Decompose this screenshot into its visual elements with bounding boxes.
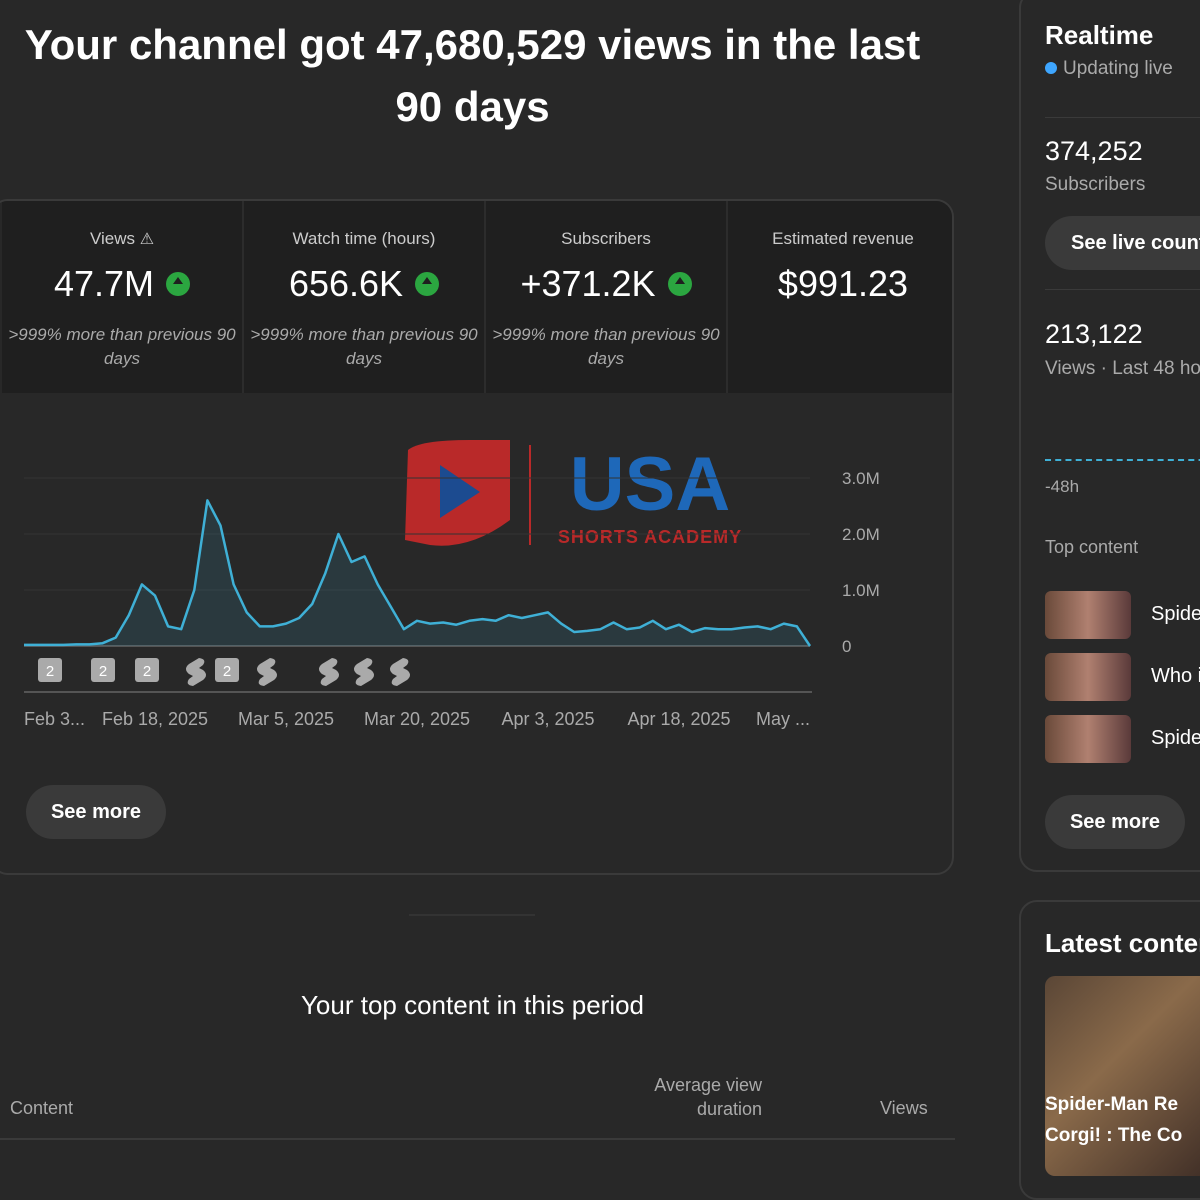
views-count: 213,122 xyxy=(1045,319,1143,349)
sparkline xyxy=(1045,459,1200,461)
thumbnail[interactable] xyxy=(1045,715,1131,763)
thumbnail[interactable] xyxy=(1045,591,1131,639)
x-tick-label: Apr 18, 2025 xyxy=(627,709,730,729)
shorts-icon xyxy=(257,658,277,686)
page-title: Your channel got 47,680,529 views in the… xyxy=(24,21,921,130)
metric-label: Watch time (hours) xyxy=(292,229,436,248)
metric[interactable]: Views ⚠ 47.7M >999% more than previous 9… xyxy=(2,201,244,393)
column-header[interactable]: Content xyxy=(10,1098,74,1118)
latest-card: Latest content Spider-Man Re Corgi! : The… xyxy=(1019,900,1200,1200)
rule xyxy=(1045,117,1200,118)
label: Views xyxy=(89,229,135,248)
shorts-icon xyxy=(354,658,374,686)
badge-label: 2 xyxy=(223,663,231,680)
thumbnail[interactable] xyxy=(1045,653,1131,701)
overview-card: Views ⚠ 47.7M >999% more than previous 9… xyxy=(0,199,954,875)
event-badge: 2 xyxy=(135,658,159,682)
metric-change: >999% more than previous 90 days xyxy=(250,325,478,368)
event-badge: 2 xyxy=(215,658,239,682)
metric[interactable]: Watch time (hours) 656.6K >999% more tha… xyxy=(244,201,486,393)
watermark: USA SHORTS ACADEMY xyxy=(405,440,742,547)
badge-label: 2 xyxy=(46,663,54,680)
live-count-button[interactable]: See live count xyxy=(1045,216,1200,270)
see-more-button[interactable]: See more xyxy=(26,785,166,839)
realtime-status: Updating live xyxy=(1045,58,1173,80)
metric-value: $991.23 xyxy=(777,263,909,304)
line: Corgi! : The Co xyxy=(1045,1125,1183,1146)
y-tick-label: 0 xyxy=(842,637,851,656)
x-tick-label: Apr 3, 2025 xyxy=(501,709,594,729)
value: +371.2K xyxy=(520,263,656,304)
value: 656.6K xyxy=(288,263,404,304)
rule xyxy=(1045,289,1200,290)
badge-box xyxy=(135,658,159,682)
metric-value: 47.7M xyxy=(2,263,242,305)
metric-value: 656.6K xyxy=(244,263,484,305)
area xyxy=(24,500,810,646)
x-tick-label: Mar 5, 2025 xyxy=(238,709,334,729)
subscriber-label: Subscribers xyxy=(1045,174,1146,195)
item-title[interactable]: Who i xyxy=(1151,665,1200,687)
y-tick-label: 1.0M xyxy=(842,581,880,600)
top-content-title: Top content xyxy=(1045,537,1139,557)
line: Spider-Man Re xyxy=(1045,1094,1179,1115)
chart: USA SHORTS ACADEMY 0 1.0M 2.0M 3.0M Feb 3...… xyxy=(24,440,880,729)
status: Updating live xyxy=(1063,58,1173,79)
metric-label: Estimated revenue xyxy=(772,229,914,248)
video-thumbnail[interactable] xyxy=(1045,976,1200,1176)
line xyxy=(24,499,812,647)
watermark-subtitle: SHORTS ACADEMY xyxy=(558,527,742,547)
event-badge: 2 xyxy=(38,658,62,682)
metric-label: Views ⚠ xyxy=(89,229,155,248)
badge-box xyxy=(215,658,239,682)
value: 47.7M xyxy=(53,263,155,304)
metric[interactable]: Subscribers +371.2K >999% more than prev… xyxy=(486,201,728,393)
metric-change: >999% more than previous 90 days xyxy=(492,325,720,368)
x-tick-label: Feb 3... xyxy=(24,709,85,729)
item-title[interactable]: Spide xyxy=(1151,727,1200,749)
event-badge: 2 xyxy=(91,658,115,682)
badge-label: 2 xyxy=(99,663,107,680)
badge-label: 2 xyxy=(143,663,151,680)
views-label: Views · Last 48 hours xyxy=(1045,358,1200,379)
column-header[interactable]: Average view duration xyxy=(654,1075,762,1119)
y-tick-label: 3.0M xyxy=(842,469,880,488)
shorts-icon xyxy=(319,658,339,686)
divider xyxy=(409,914,535,916)
column-header[interactable]: Views xyxy=(880,1098,928,1118)
axis-label: -48h xyxy=(1045,477,1080,496)
metric-change: >999% more than previous 90 days xyxy=(8,325,236,368)
realtime-title: Realtime xyxy=(1045,20,1154,50)
badge-box xyxy=(38,658,62,682)
item-title[interactable]: Spide xyxy=(1151,603,1200,625)
metric-label: Subscribers xyxy=(561,229,651,248)
table-rule xyxy=(0,1138,955,1140)
x-tick-label: Mar 20, 2025 xyxy=(364,709,470,729)
x-tick-label: Feb 18, 2025 xyxy=(102,709,208,729)
video-title[interactable]: Spider-Man Re Corgi! : The Co xyxy=(1045,1089,1182,1151)
x-tick-label: May ... xyxy=(756,709,810,729)
y-tick-label: 2.0M xyxy=(842,525,880,544)
badge-box xyxy=(91,658,115,682)
shorts-icon xyxy=(186,658,206,686)
realtime-card: Realtime Updating live 374,252 Subscribe… xyxy=(1019,0,1200,872)
metric-value: +371.2K xyxy=(486,263,726,305)
section-title: Your top content in this period xyxy=(300,990,645,1020)
watermark-title: USA xyxy=(570,442,730,527)
latest-title: Latest content xyxy=(1045,928,1200,958)
metric[interactable]: Estimated revenue $991.23 xyxy=(728,201,952,393)
shorts-icon xyxy=(390,658,410,686)
subscriber-count: 374,252 xyxy=(1045,136,1143,166)
see-more-button[interactable]: See more xyxy=(1045,795,1185,849)
